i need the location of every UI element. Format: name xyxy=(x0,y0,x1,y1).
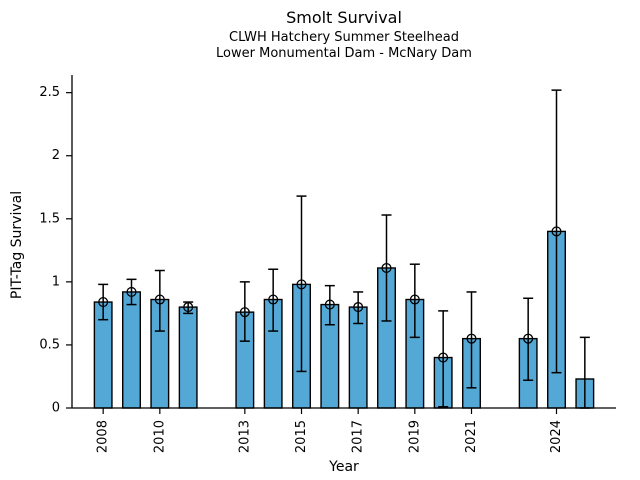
bar-2011 xyxy=(178,306,198,409)
marker-2020 xyxy=(438,352,449,363)
marker-2013 xyxy=(239,307,250,318)
marker-2010 xyxy=(154,294,165,305)
bar-2009 xyxy=(122,291,141,409)
axes-group xyxy=(71,75,616,409)
chart-subtitle-line1: CLWH Hatchery Summer Steelhead xyxy=(229,30,459,45)
errorbar-2014 xyxy=(268,268,279,332)
x-tick-label: 2008 xyxy=(96,420,111,453)
marker-2016 xyxy=(324,299,335,310)
errorbar-2008 xyxy=(98,283,109,321)
y-tick-label: 0 xyxy=(52,401,60,416)
marker-2019 xyxy=(409,294,420,305)
errorbar-2013 xyxy=(239,281,250,342)
errorbar-2010 xyxy=(154,269,165,332)
x-tick-label: 2021 xyxy=(464,420,479,453)
errorbar-2023 xyxy=(523,297,534,381)
marker-2017 xyxy=(353,302,364,313)
errorbar-2020 xyxy=(438,310,449,408)
errorbar-2019 xyxy=(409,263,420,339)
chart-subtitle-line2: Lower Monumental Dam - McNary Dam xyxy=(216,46,472,61)
error-bars-group xyxy=(98,89,590,409)
marker-2021 xyxy=(466,333,477,344)
x-axis-label: Year xyxy=(329,459,359,475)
y-tick-label: 2.5 xyxy=(39,85,60,100)
chart-title: Smolt Survival xyxy=(286,8,402,27)
marker-2024 xyxy=(551,226,562,237)
marker-2018 xyxy=(381,262,392,274)
marker-2009 xyxy=(126,286,137,298)
errorbar-2024 xyxy=(551,89,562,374)
y-axis-label: PIT-Tag Survival xyxy=(9,190,25,300)
y-tick-label: 1.5 xyxy=(39,211,60,226)
x-tick-label: 2010 xyxy=(152,420,167,453)
errorbar-2016 xyxy=(324,284,335,326)
marker-2015 xyxy=(296,279,307,290)
x-tick-label: 2017 xyxy=(351,420,366,453)
errorbar-2021 xyxy=(466,291,477,389)
errorbar-2017 xyxy=(353,291,364,325)
errorbar-2009 xyxy=(126,278,137,306)
errorbar-2015 xyxy=(296,195,307,373)
y-tick-label: 0.5 xyxy=(39,337,60,352)
marker-2011 xyxy=(183,302,194,313)
marker-2014 xyxy=(268,294,279,305)
x-tick-label: 2015 xyxy=(294,420,309,453)
errorbar-2018 xyxy=(381,214,392,322)
y-tick-label: 1 xyxy=(52,274,60,289)
x-tick-label: 2013 xyxy=(237,420,252,453)
x-tick-label: 2024 xyxy=(549,420,564,453)
y-tick-label: 2 xyxy=(52,148,60,163)
x-tick-label: 2019 xyxy=(407,420,422,453)
ticks-group: 0 0.5 1 1.5 2 2.5 2008 2010 2013 2015 2017 2019 2021… xyxy=(39,85,564,453)
marker-2023 xyxy=(523,333,534,344)
markers-group xyxy=(98,226,562,363)
marker-2008 xyxy=(98,296,109,308)
bars-group xyxy=(93,230,595,409)
